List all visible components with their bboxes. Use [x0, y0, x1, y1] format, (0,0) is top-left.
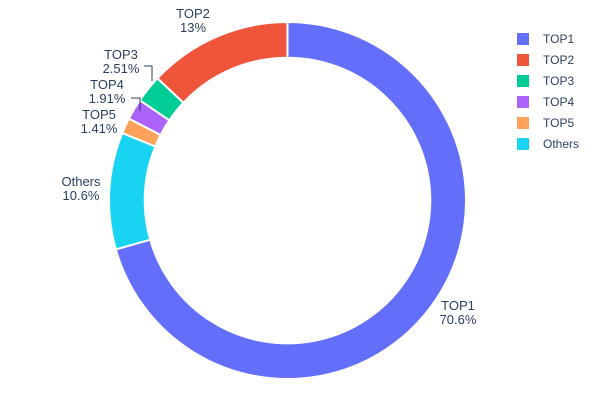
slice-label-others: Others 10.6%	[61, 175, 100, 203]
pie-slice-top2[interactable]	[156, 21, 289, 104]
slice-label-pct: 1.41%	[80, 121, 118, 136]
legend-item-top5[interactable]: TOP5	[510, 112, 579, 133]
pie-slice-others[interactable]	[108, 131, 157, 251]
legend-item-others[interactable]: Others	[510, 133, 579, 154]
leader-line-top4	[131, 97, 141, 111]
slice-label-top5: TOP5 1.41%	[81, 108, 118, 136]
slice-label-pct: 13%	[179, 20, 207, 35]
slice-label-name: TOP5	[82, 107, 116, 122]
legend-label: TOP5	[543, 115, 575, 130]
slice-label-name: TOP4	[90, 77, 124, 92]
slice-label-pct: 10.6%	[62, 188, 100, 203]
legend-label: Others	[543, 136, 580, 151]
legend-item-top4[interactable]: TOP4	[510, 91, 579, 112]
legend-swatch-top2	[517, 53, 529, 66]
legend-swatch-top3	[517, 74, 529, 87]
leader-line-top3	[144, 65, 153, 81]
slice-label-pct: 70.6%	[439, 312, 477, 327]
donut-slices	[108, 21, 467, 380]
pie-slice-top1[interactable]	[114, 21, 467, 380]
slice-label-name: TOP3	[104, 47, 138, 62]
slice-label-name: TOP2	[176, 6, 210, 21]
legend-item-top1[interactable]: TOP1	[510, 28, 579, 49]
slice-label-pct: 2.51%	[102, 61, 140, 76]
legend-swatch-top5	[517, 116, 529, 129]
slice-label-top4: TOP4 1.91%	[89, 78, 126, 106]
legend-item-top3[interactable]: TOP3	[510, 70, 579, 91]
legend-label: TOP3	[543, 73, 575, 88]
slice-label-top3: TOP3 2.51%	[103, 48, 140, 76]
slice-label-name: TOP1	[441, 298, 475, 313]
legend-label: TOP1	[543, 31, 575, 46]
legend-label: TOP4	[543, 94, 575, 109]
slice-label-top1: TOP1 70.6%	[440, 299, 477, 327]
legend-swatch-others	[517, 137, 529, 150]
legend-item-top2[interactable]: TOP2	[510, 49, 579, 70]
slice-label-top2: TOP2 13%	[176, 7, 210, 35]
slice-label-pct: 1.91%	[88, 91, 126, 106]
legend-label: TOP2	[543, 52, 575, 67]
slice-label-name: Others	[61, 174, 101, 189]
legend-swatch-top1	[517, 32, 529, 45]
legend: TOP1 TOP2 TOP3 TOP4 TOP5 Others	[510, 28, 579, 154]
legend-swatch-top4	[517, 95, 529, 108]
